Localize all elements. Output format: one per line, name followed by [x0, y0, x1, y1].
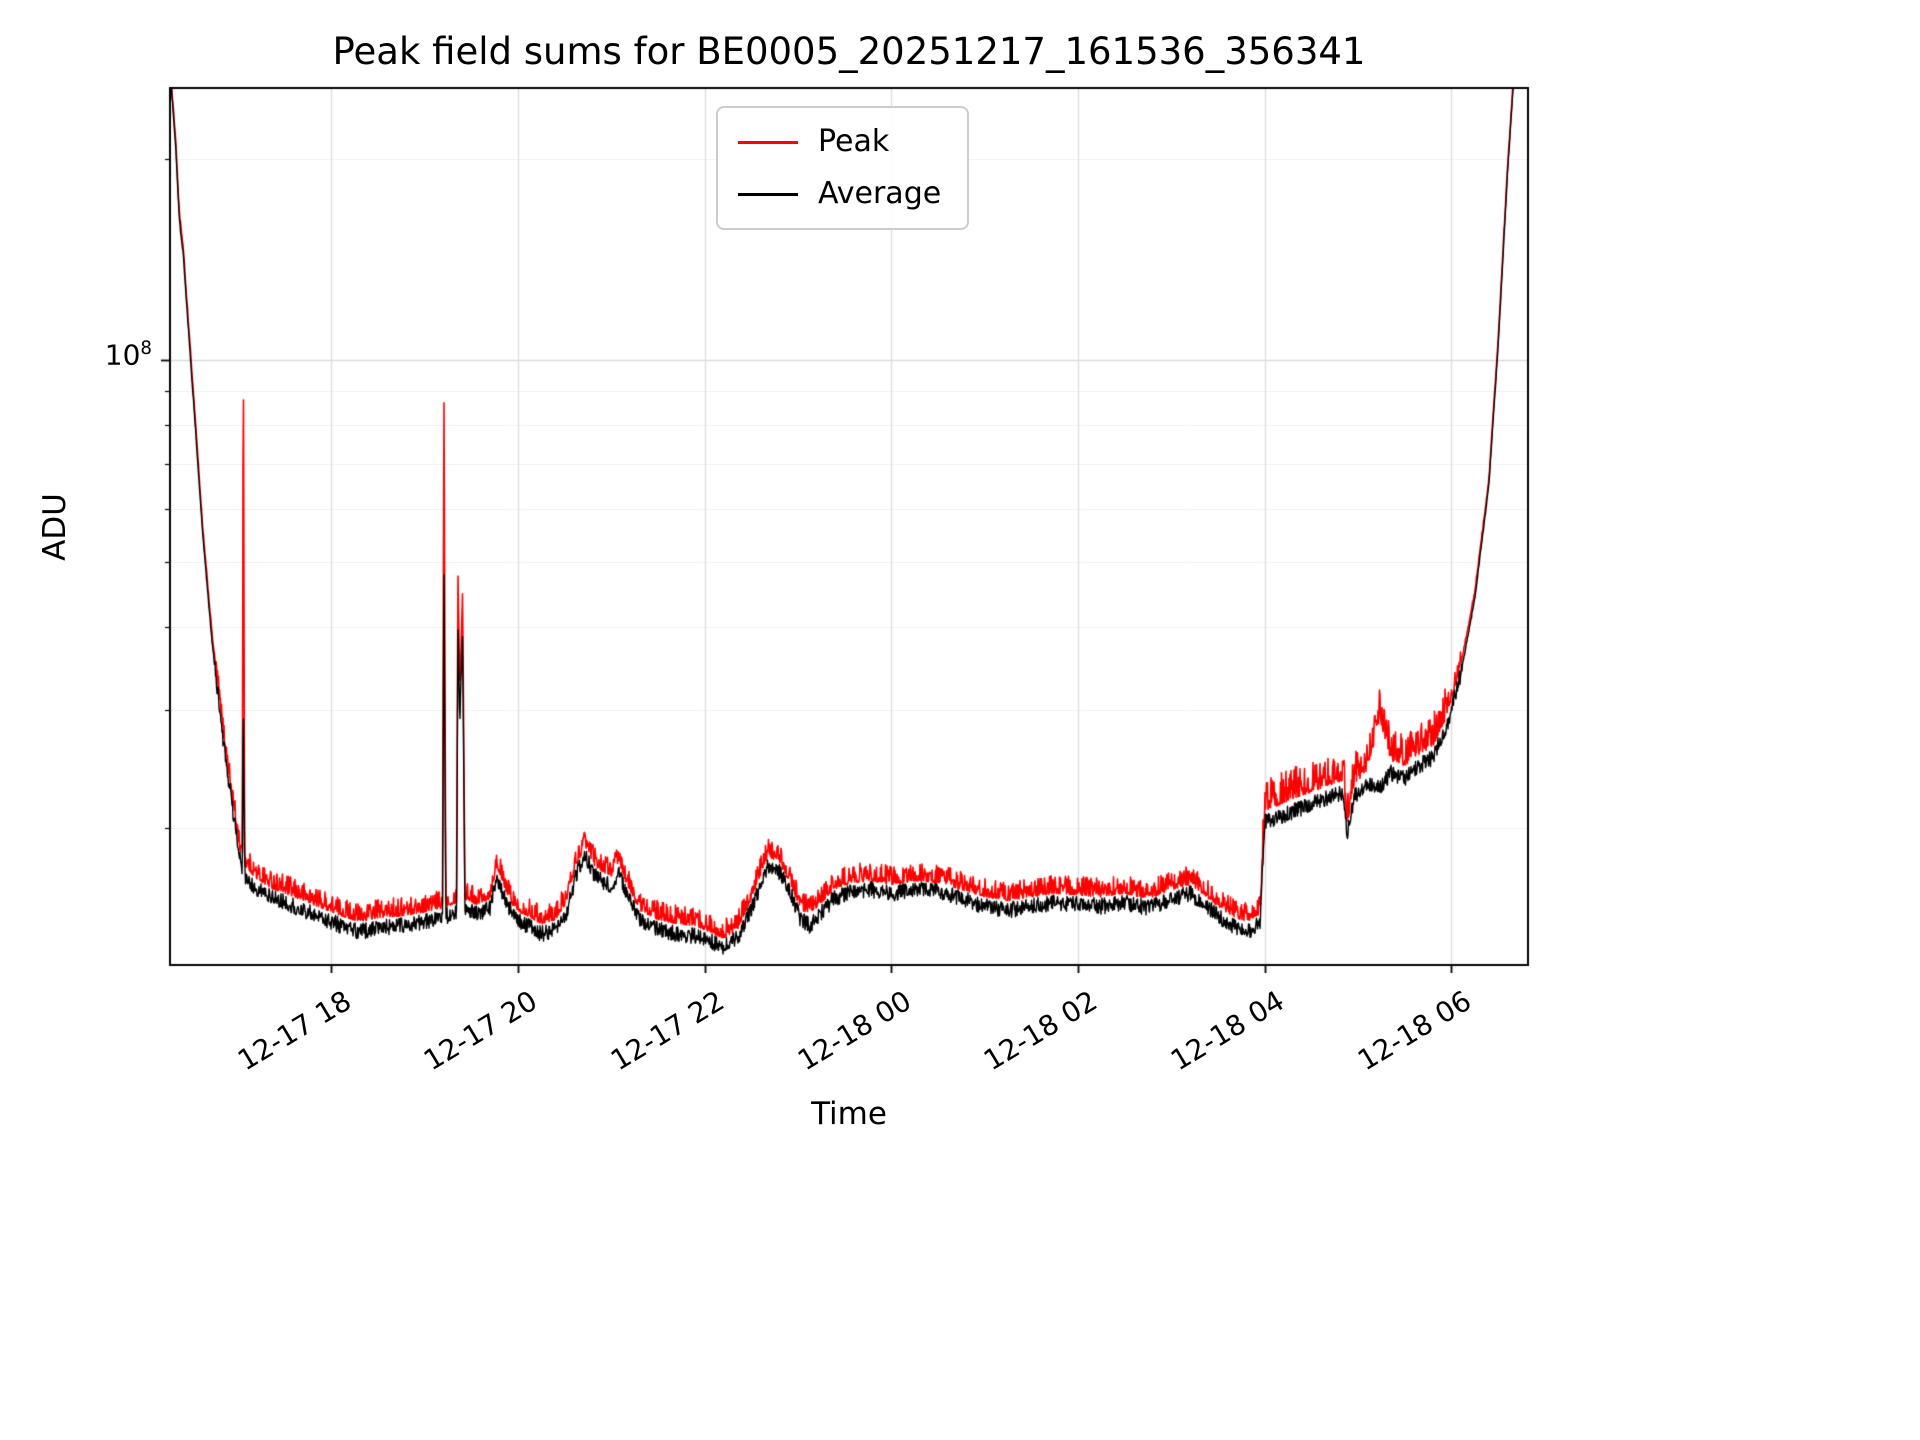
legend-label-average: Average [818, 176, 942, 211]
y-axis-label: ADU [37, 493, 73, 561]
peak-line-swatch [738, 140, 798, 144]
legend: Peak Average [716, 106, 970, 230]
legend-item-peak: Peak [738, 124, 941, 160]
legend-label-peak: Peak [818, 124, 890, 159]
legend-item-average: Average [738, 176, 941, 212]
y-tick-base: 10 [104, 338, 141, 372]
average-line-swatch [738, 192, 798, 196]
chart-title: Peak field sums for BE0005_20251217_1615… [332, 30, 1366, 73]
y-tick-label-1e8: 108 [0, 338, 152, 371]
y-tick-exponent: 8 [140, 338, 152, 359]
x-axis-label: Time [811, 1096, 887, 1132]
